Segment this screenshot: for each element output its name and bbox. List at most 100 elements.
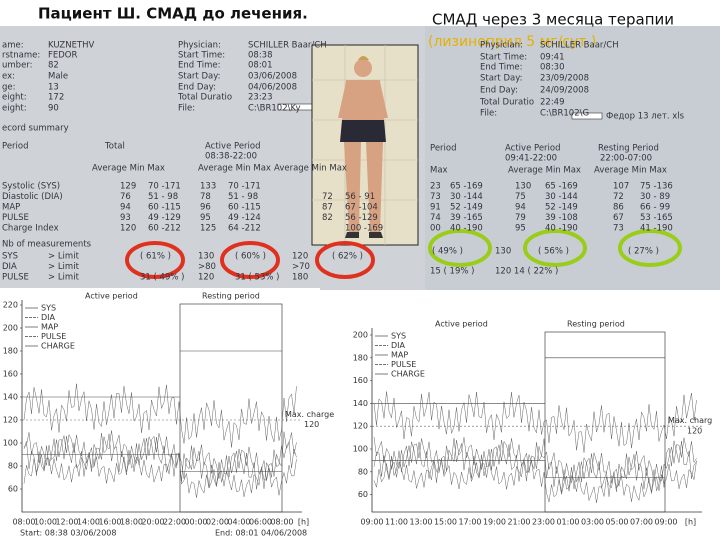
x-tick-label: 18:00: [120, 518, 143, 527]
table-cell: 79: [515, 213, 526, 223]
table-cell: 40 -190: [545, 224, 578, 234]
field-label: ge:: [2, 83, 16, 93]
table-cell: 95: [515, 224, 526, 234]
field-value: 08:30: [540, 63, 565, 73]
table-cell: 30 -144: [450, 192, 483, 202]
table-cell: 65 -169: [450, 182, 483, 192]
field-value: 23:23: [248, 93, 273, 103]
table-cell: 94: [120, 203, 131, 213]
table-cell: 73: [613, 224, 624, 234]
field-value: 24/09/2008: [540, 86, 589, 96]
limit-cell: 130: [198, 252, 214, 262]
limit-cell: ( 61% ): [140, 252, 171, 262]
limit-cell: 31 ( 53% ): [235, 273, 279, 283]
x-tick-label: 02:00: [206, 518, 229, 527]
field-label: eight:: [2, 104, 27, 114]
x-tick-label: [h]: [298, 518, 309, 527]
y-tick-label: 200: [353, 331, 368, 340]
table-cell: 64 -212: [228, 224, 261, 234]
table-cell: 30 - 89: [640, 192, 670, 202]
table-cell: 87: [322, 203, 333, 213]
report-photo-after: [425, 26, 720, 290]
table-cell: 72: [613, 192, 624, 202]
x-tick-label: 09:00: [654, 518, 677, 527]
x-tick-label: [h]: [685, 518, 696, 527]
y-tick-label: 200: [3, 324, 18, 333]
table-header: Active Period: [205, 142, 261, 152]
field-label: Total Duratio: [177, 93, 232, 103]
x-tick-label: 14:00: [77, 518, 100, 527]
resting-box: [179, 303, 283, 513]
field-value: 04/06/2008: [248, 83, 297, 93]
table-cell: 40 -190: [450, 224, 483, 234]
limit-cell: 120 14 ( 22% ): [495, 267, 558, 277]
table-cell: 120: [120, 224, 136, 234]
trace-decoration: [373, 438, 697, 497]
table-cell: 133: [200, 182, 216, 192]
table-header: 08:38-22:00: [205, 152, 257, 162]
limit-cell: ( 62% ): [332, 252, 363, 262]
limit-cell: ( 27% ): [628, 247, 659, 257]
field-value: 90: [48, 104, 59, 114]
field-label: Start Day:: [178, 72, 221, 82]
y-tick-label: 60: [8, 485, 18, 494]
limit-cell: >70: [292, 262, 310, 272]
legend-label: MAP: [391, 351, 408, 360]
table-cell: 00: [430, 224, 441, 234]
y-tick-label: 80: [358, 467, 368, 476]
field-value: C:\BR102\G: [540, 109, 589, 119]
legend-label: DIA: [41, 313, 56, 322]
legend-label: SYS: [41, 304, 56, 313]
table-cell: Systolic (SYS): [2, 182, 60, 192]
field-label: Physician:: [178, 41, 221, 51]
x-tick-label: 03:00: [581, 518, 604, 527]
x-tick-label: 06:00: [249, 518, 272, 527]
table-header: 22:00-07:00: [600, 154, 652, 164]
table-header: Active Period: [505, 144, 561, 154]
table-cell: 67: [613, 213, 624, 223]
trace-decoration: [23, 430, 297, 481]
table-cell: 70 -171: [228, 182, 261, 192]
field-label: Start Time:: [178, 51, 225, 61]
table-cell: 93: [120, 213, 131, 223]
table-cell: 52 -149: [450, 203, 483, 213]
y-tick-label: 180: [353, 353, 368, 362]
x-tick-label: 08:00: [270, 518, 293, 527]
field-value: SCHILLER Baar/CH: [540, 41, 619, 51]
period-label: Active period: [435, 320, 488, 329]
y-tick-label: 120: [3, 416, 18, 425]
max-charge-value: 120: [304, 420, 319, 429]
limit-cell: PULSE: [2, 273, 29, 283]
legend-label: MAP: [41, 323, 58, 332]
x-tick-label: 19:00: [483, 518, 506, 527]
field-value: 23/09/2008: [540, 74, 589, 84]
table-cell: 94: [515, 203, 526, 213]
y-tick-label: 120: [353, 422, 368, 431]
trace-decoration: [373, 458, 697, 503]
table-cell: 95: [200, 213, 211, 223]
field-label: Total Duratio: [479, 98, 534, 108]
label-box: [571, 112, 603, 120]
field-value: 09:41: [540, 53, 565, 63]
table-header: Resting Period: [598, 144, 659, 154]
x-tick-label: 04:00: [227, 518, 250, 527]
table-cell: 73: [430, 192, 441, 202]
x-tick-label: 16:00: [98, 518, 121, 527]
start-label: Start: 08:38 03/06/2008: [20, 529, 117, 538]
table-cell: 66 - 99: [640, 203, 670, 213]
y-tick-label: 60: [358, 490, 368, 499]
max-charge-label: Max. charge: [285, 410, 334, 419]
table-cell: 60 -115: [148, 203, 181, 213]
field-label: eight:: [2, 93, 27, 103]
limit-cell: SYS: [2, 252, 18, 262]
field-label: Physician:: [480, 41, 523, 51]
table-cell: 86: [613, 203, 624, 213]
field-value: 08:38: [248, 51, 273, 61]
field-label: File:: [178, 104, 195, 114]
field-label: ame:: [2, 41, 24, 51]
limit-cell: 31 ( 49% ): [140, 273, 184, 283]
table-cell: 65 -169: [545, 182, 578, 192]
table-cell: 91: [430, 203, 441, 213]
legend-label: DIA: [391, 341, 406, 350]
limit-cell: > Limit: [48, 273, 80, 283]
